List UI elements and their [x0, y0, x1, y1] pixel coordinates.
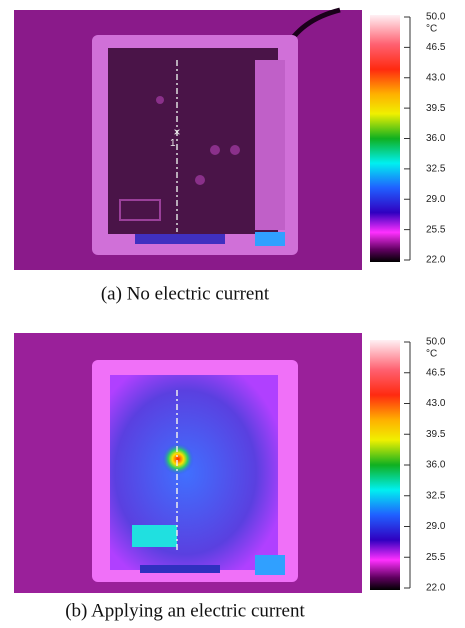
scale-label: 36.0	[426, 460, 446, 471]
scale-label: 46.5	[426, 367, 446, 378]
caption: (b) Applying an electric current	[65, 600, 305, 621]
marker-label: 1	[170, 138, 176, 149]
scale-label: 22.0	[426, 255, 446, 266]
scale-label: 43.0	[426, 72, 446, 83]
scale-label: 50.0	[426, 337, 446, 348]
unit-label: °C	[426, 349, 437, 360]
figure: × 1 (a) No electric current (b) Applying…	[0, 0, 465, 628]
scale-label: 43.0	[426, 398, 446, 409]
scale-label: 22.0	[426, 583, 446, 594]
scale-label: 46.5	[426, 42, 446, 53]
caption: (a) No electric current	[101, 283, 270, 304]
thermal-image-a: × 1	[14, 10, 362, 270]
scale-label: 36.0	[426, 133, 446, 144]
unit-label: °C	[426, 24, 437, 35]
scale-label: 29.0	[426, 194, 446, 205]
scale-label: 32.5	[426, 490, 446, 501]
scale-label: 32.5	[426, 164, 446, 175]
scale-label: 50.0	[426, 12, 446, 23]
scale-label: 39.5	[426, 103, 446, 114]
scale-label: 39.5	[426, 429, 446, 440]
color-scale	[370, 340, 400, 590]
scale-label: 25.5	[426, 552, 446, 563]
color-scale	[370, 15, 400, 262]
scale-label: 29.0	[426, 521, 446, 532]
figure-canvas: × 1 (a) No electric current (b) Applying…	[0, 0, 465, 628]
scale-label: 25.5	[426, 224, 446, 235]
thermal-image-b	[14, 333, 362, 593]
